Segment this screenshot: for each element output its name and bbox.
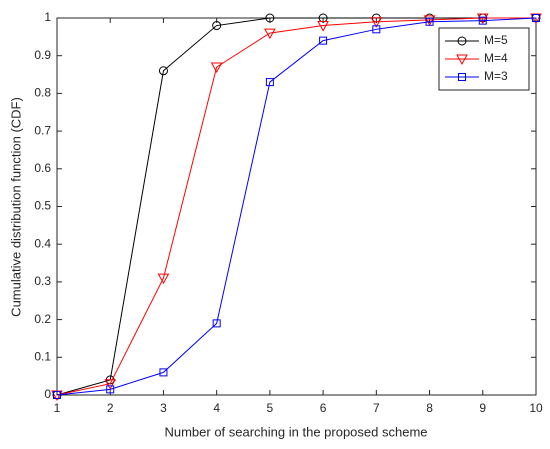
x-tick-label: 4 [213,401,220,415]
y-tick-label: 0.3 [34,274,51,288]
legend-marker [456,54,468,66]
marker [478,16,487,25]
y-tick-label: 0.7 [34,123,51,137]
marker [476,13,489,25]
x-tick-label: 1 [54,401,61,415]
marker [370,17,383,28]
series-line [56,17,536,396]
legend: M=5 M=4 M=3 [438,27,530,91]
y-tick-label: 0.1 [34,349,51,363]
series-line [56,17,537,396]
legend-label: M=3 [484,69,508,83]
marker [210,62,223,74]
marker [159,368,168,377]
series-line [56,17,536,396]
marker [104,379,117,390]
x-tick-label: 8 [426,401,433,415]
marker [372,25,381,34]
marker [317,21,329,32]
x-tick-label: 2 [107,401,114,415]
y-tick-label: 0.2 [34,312,51,326]
legend-marker [458,73,466,81]
y-tick-label: 0.4 [34,236,51,250]
x-tick-label: 10 [529,401,543,415]
y-tick-label: 0.5 [34,199,51,213]
x-axis-label: Number of searching in the proposed sche… [164,424,427,439]
marker [106,385,115,394]
legend-label: M=5 [484,33,508,47]
legend-marker [457,36,467,46]
x-tick-label: 7 [373,401,380,415]
legend-label: M=4 [484,51,508,65]
x-tick-label: 9 [479,401,486,415]
marker [425,17,434,26]
marker [53,391,61,399]
y-tick-label: 0.6 [34,161,51,175]
marker [212,21,222,31]
marker [265,13,275,23]
marker [319,36,328,45]
marker [158,66,168,76]
y-tick-label: 1 [44,10,51,24]
x-tick-label: 3 [160,401,167,415]
x-tick-label: 5 [267,401,274,415]
marker [264,28,276,40]
y-tick-label: 0.9 [34,48,51,62]
y-axis-label: Cumulative distribution function (CDF) [8,97,23,317]
marker [157,273,170,285]
y-tick-label: 0 [44,387,51,401]
marker [265,78,274,87]
x-tick-label: 6 [320,401,327,415]
marker [212,319,221,328]
marker [532,14,540,22]
y-tick-label: 0.8 [34,86,51,100]
marker [423,15,436,26]
